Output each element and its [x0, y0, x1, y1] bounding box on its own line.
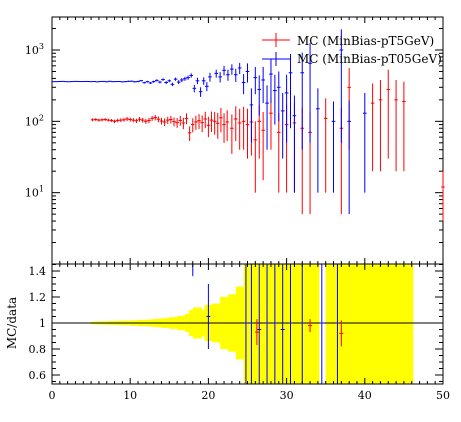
y-tick-label-exponent: 2: [39, 113, 44, 122]
y-tick-label-exponent: 3: [39, 42, 44, 51]
legend-label-series-0: MC (MinBias-pT5GeV): [297, 34, 434, 48]
ratio-points-group: [190, 263, 344, 384]
y-tick-label-top: 103: [25, 42, 44, 57]
x-tick-label: 20: [201, 389, 215, 402]
main-points-group: [51, 29, 445, 222]
y-tick-label-ratio: 0.8: [29, 343, 47, 356]
ratio-band-segment: [310, 264, 320, 384]
x-tick-label: 50: [436, 389, 450, 402]
ratio-band-segment: [372, 264, 383, 384]
y-tick-label-base: 10: [25, 187, 39, 200]
ratio-band-segment: [333, 264, 343, 384]
ratio-band-segment: [403, 264, 414, 384]
x-tick-label: 40: [358, 389, 372, 402]
y-tick-label-base: 10: [25, 44, 39, 57]
ratio-band-group: [52, 264, 443, 384]
x-tick-label: 30: [280, 389, 294, 402]
y-tick-label-ratio: 1: [39, 317, 46, 330]
ratio-y-axis-label: MC/data: [5, 297, 19, 349]
y-tick-label-top: 102: [25, 113, 44, 128]
y-tick-label-ratio: 1.4: [29, 265, 47, 278]
ratio-band-segment: [341, 264, 351, 384]
y-tick-label-ratio: 1.2: [29, 291, 47, 304]
ratio-band-segment: [364, 264, 375, 384]
y-tick-label-ratio: 0.6: [29, 369, 47, 382]
ratio-band-segment: [325, 264, 336, 384]
y-tick-label-exponent: 1: [39, 185, 44, 194]
x-tick-label: 0: [49, 389, 56, 402]
y-tick-label-base: 10: [25, 115, 39, 128]
ratio-band-segment: [388, 264, 398, 384]
legend: MC (MinBias-pT5GeV) MC (MinBias-pT05GeV): [262, 33, 442, 66]
legend-label-series-1: MC (MinBias-pT05GeV): [297, 52, 442, 66]
ratio-band-segment: [349, 264, 359, 384]
x-tick-label: 10: [123, 389, 137, 402]
ratio-band-segment: [396, 264, 406, 384]
ratio-band-segment: [356, 264, 367, 384]
ratio-band-segment: [380, 264, 390, 384]
y-tick-label-top: 101: [25, 185, 44, 200]
